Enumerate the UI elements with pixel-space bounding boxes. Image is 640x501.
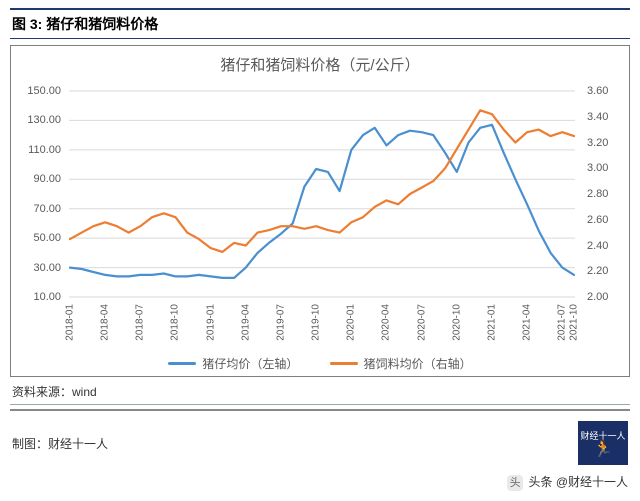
- credit-row: 制图：财经十一人 财经十一人 🏃: [10, 409, 630, 465]
- plot-area: [69, 88, 575, 298]
- credit-value: 财经十一人: [48, 437, 108, 451]
- legend-swatch-feed: [330, 362, 358, 365]
- credit-label: 制图：: [12, 437, 48, 451]
- runner-icon: 🏃: [593, 442, 613, 458]
- figure-caption: 图 3: 猪仔和猪饲料价格: [10, 8, 630, 39]
- legend-label-feed: 猪饲料均价（右轴）: [364, 355, 472, 372]
- legend: 猪仔均价（左轴） 猪饲料均价（右轴）: [11, 354, 629, 372]
- toutiao-icon: 头: [507, 475, 523, 491]
- footer-prefix: 头条: [528, 475, 552, 489]
- logo-text: 财经十一人: [580, 429, 625, 442]
- legend-label-piglet: 猪仔均价（左轴）: [202, 355, 298, 372]
- publisher-logo: 财经十一人 🏃: [578, 421, 628, 465]
- source-value: wind: [72, 385, 97, 399]
- chart-title: 猪仔和猪饲料价格（元/公斤）: [11, 46, 629, 75]
- legend-swatch-piglet: [168, 362, 196, 365]
- legend-item-feed: 猪饲料均价（右轴）: [330, 355, 472, 372]
- source-row: 资料来源：wind: [10, 377, 630, 405]
- chart-container: 猪仔和猪饲料价格（元/公斤） 10.0030.0050.0070.0090.00…: [10, 45, 630, 377]
- legend-item-piglet: 猪仔均价（左轴）: [168, 355, 298, 372]
- footer-handle: @财经十一人: [556, 475, 628, 489]
- y-axis-left-labels: 10.0030.0050.0070.0090.00110.00130.00150…: [11, 88, 65, 298]
- x-axis-labels: 2018-012018-042018-072018-102019-012019-…: [69, 300, 575, 356]
- source-label: 资料来源：: [12, 385, 72, 399]
- chart-svg: [69, 88, 575, 298]
- y-axis-right-labels: 2.002.202.402.602.803.003.203.403.60: [583, 88, 629, 298]
- footer: 头 头条 @财经十一人: [0, 465, 640, 495]
